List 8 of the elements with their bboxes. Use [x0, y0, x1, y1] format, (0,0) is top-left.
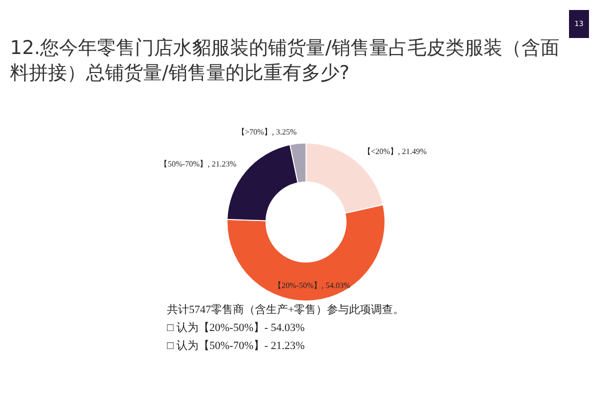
- slice-label: 【>70%】, 3.25%: [236, 127, 298, 136]
- text: □ 认为【50%-70%】- 21.23%: [167, 338, 305, 353]
- slice-label: 【50%-70%】, 21.23%: [160, 159, 237, 168]
- text: □ 认为【20%-50%】- 54.03%: [167, 320, 305, 335]
- slice-label: 【<20%】, 21.49%: [362, 146, 428, 156]
- slice-label: 【20%-50%】, 54.03%: [274, 281, 351, 290]
- chart-title: 12.您今年零售门店水貂服装的铺货量/销售量占毛皮类服装（含面料拼接）总铺货量/销售量的比重有多少?: [10, 36, 561, 86]
- text: 共计5747零售商（含生产+零售）参与此项调查。: [167, 302, 404, 317]
